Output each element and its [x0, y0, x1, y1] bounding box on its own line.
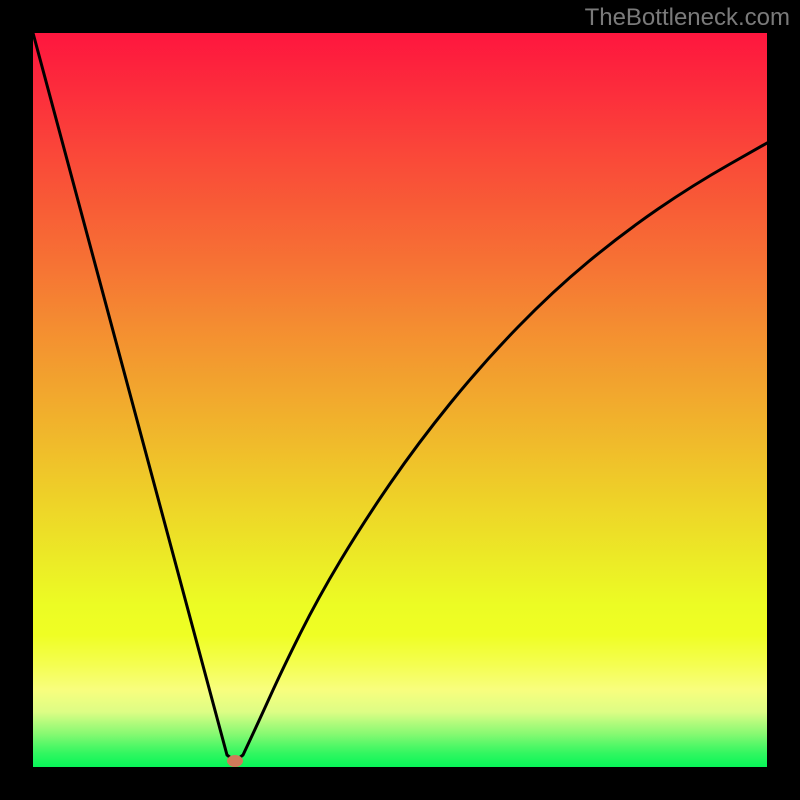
watermark-text: TheBottleneck.com	[585, 4, 790, 32]
chart-curve-layer	[33, 33, 767, 767]
chart-frame: TheBottleneck.com	[0, 0, 800, 800]
bottleneck-curve	[33, 33, 767, 761]
minimum-marker	[227, 755, 243, 767]
